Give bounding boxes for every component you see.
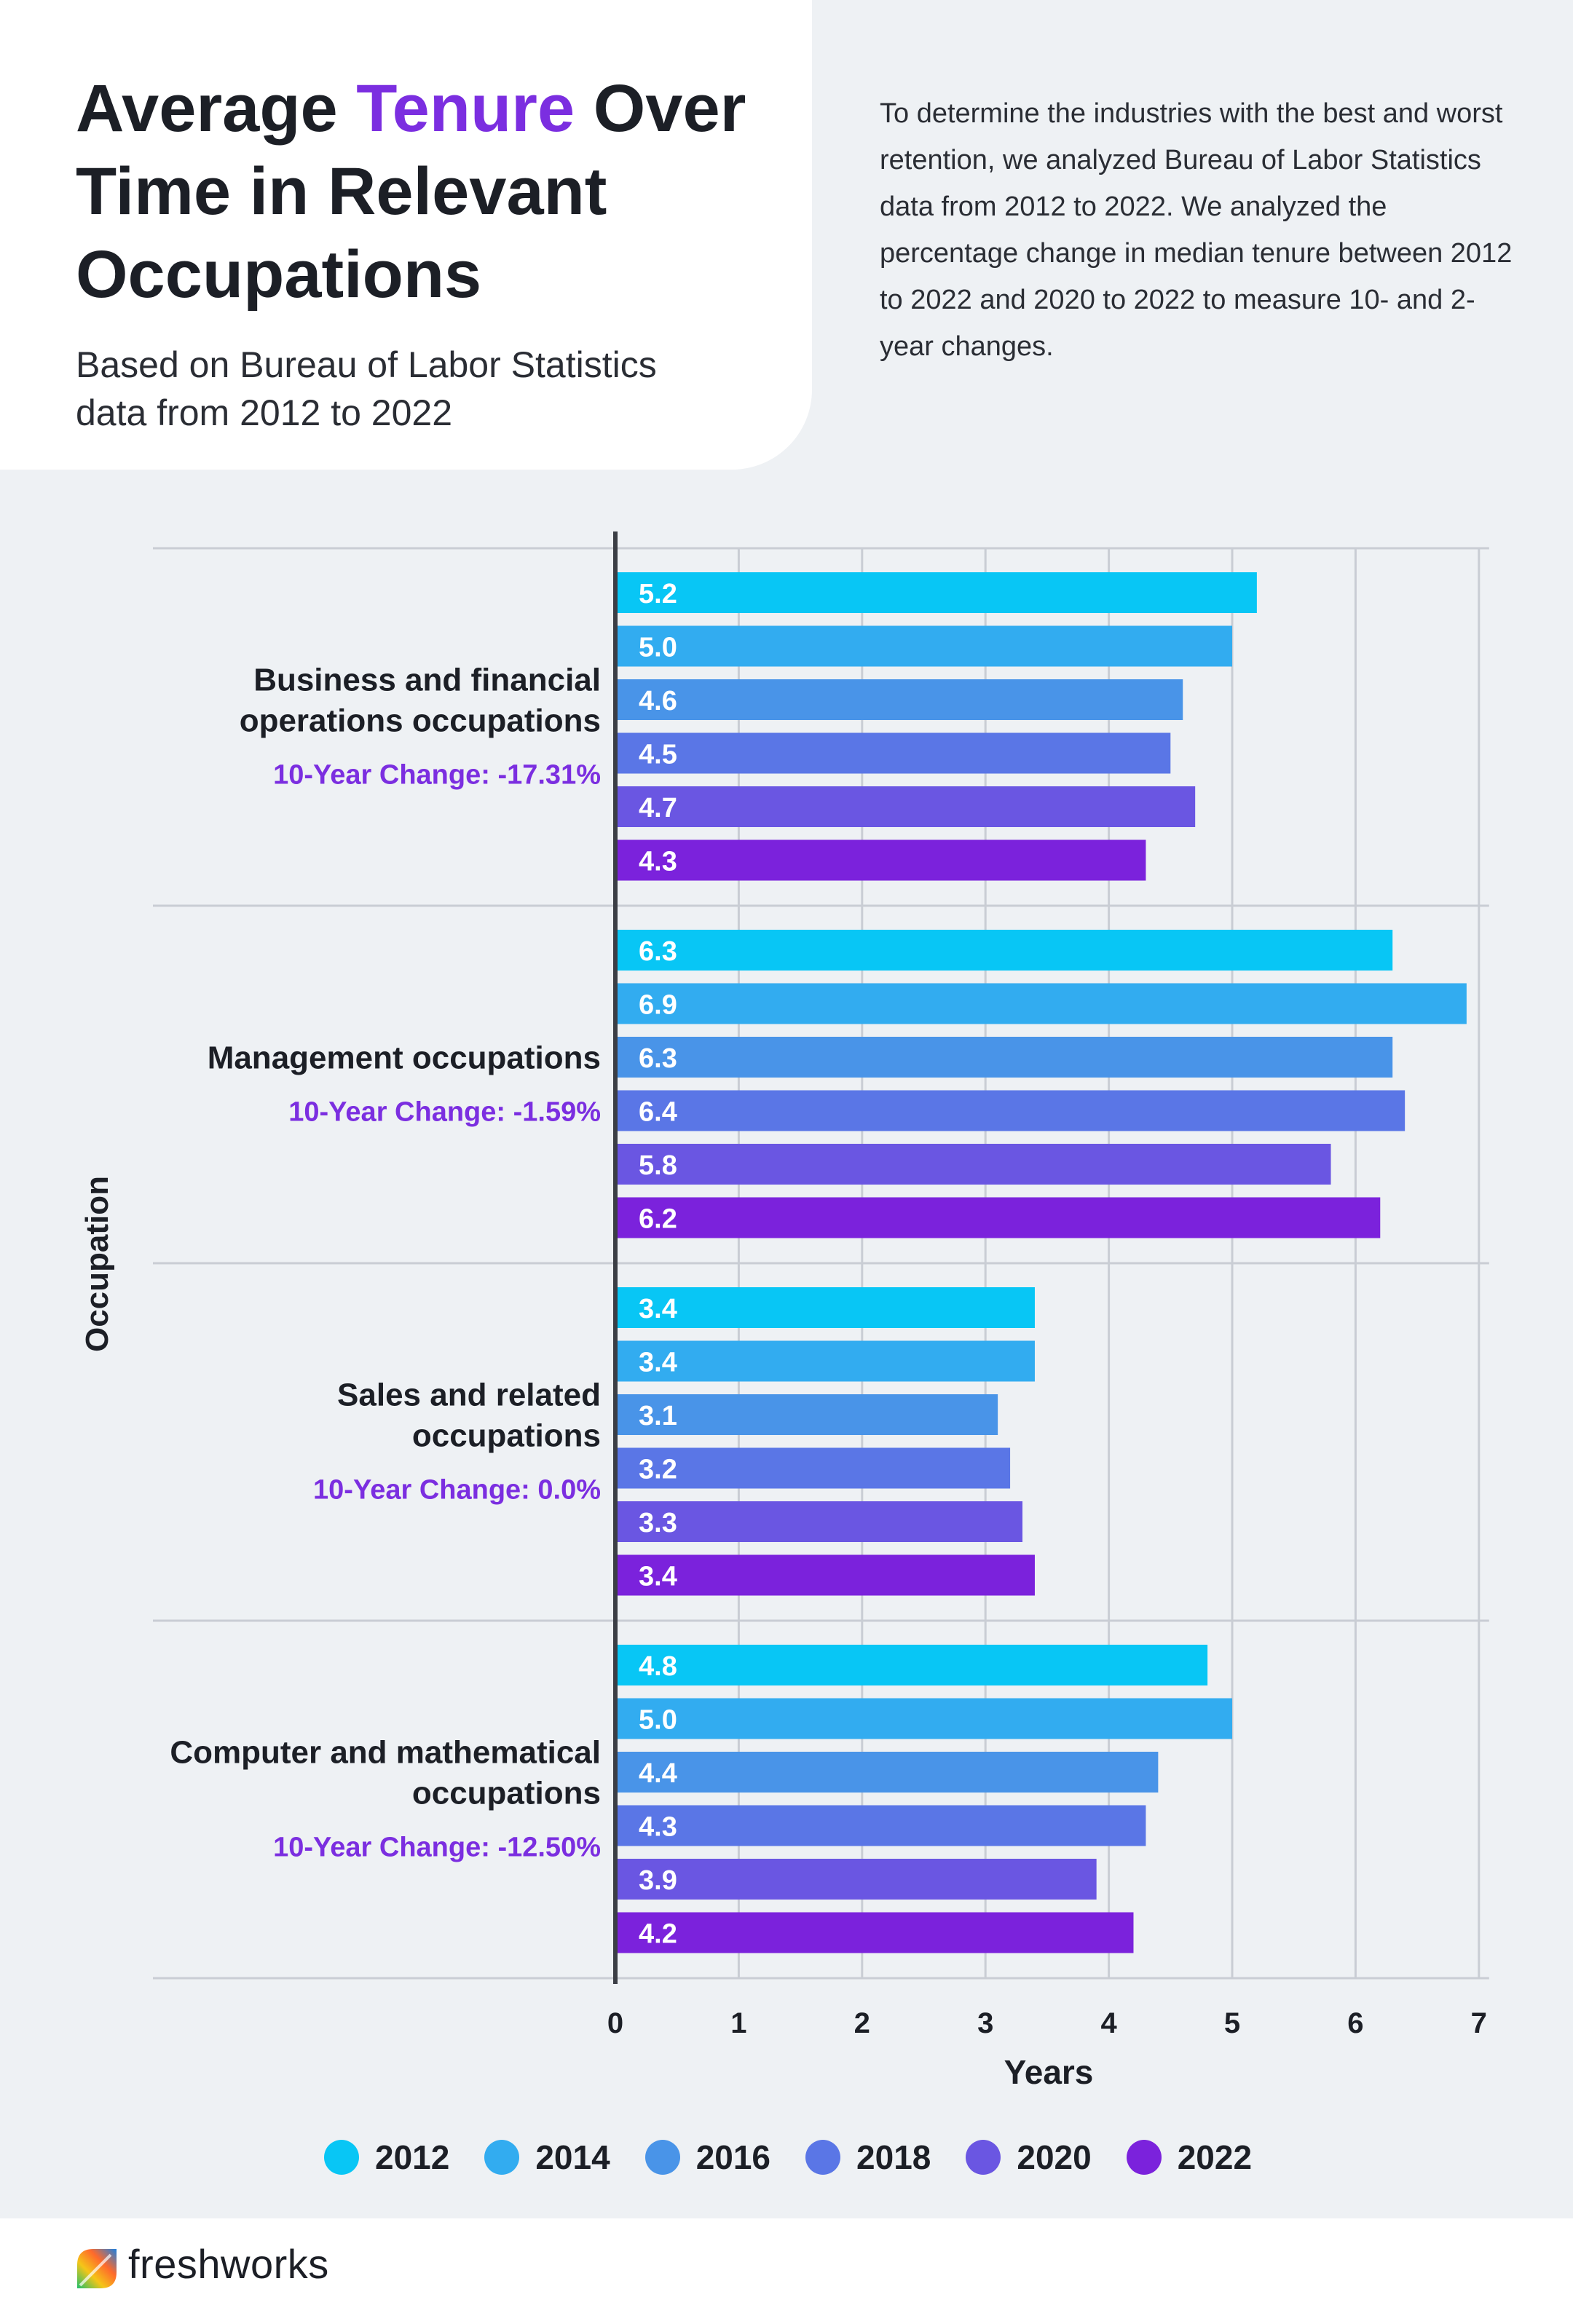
legend-label: 2012 [375, 2138, 450, 2176]
bar-value-label: 3.1 [639, 1401, 677, 1431]
title-part2: Over Time in Relevant Occupations [76, 71, 746, 312]
category-label: Management occupations [208, 1040, 601, 1076]
bar [615, 1554, 1035, 1596]
legend-swatch [324, 2140, 359, 2175]
x-tick-label: 5 [1224, 2007, 1240, 2039]
bar-value-label: 4.7 [639, 793, 677, 823]
bar [615, 1501, 1023, 1542]
bar [615, 1394, 998, 1435]
legend-label: 2018 [856, 2138, 931, 2176]
bar [615, 732, 1171, 774]
x-tick-label: 7 [1471, 2007, 1487, 2039]
bar [615, 1752, 1159, 1793]
x-axis-label: Years [1004, 2053, 1094, 2091]
bar-value-label: 3.9 [639, 1865, 677, 1896]
bar-value-label: 4.6 [639, 686, 677, 716]
x-tick-label: 6 [1347, 2007, 1363, 2039]
bar-value-label: 6.2 [639, 1204, 677, 1235]
bar-value-label: 6.4 [639, 1097, 677, 1128]
freshworks-logo-icon [77, 2249, 117, 2288]
chart-legend: 2012 2014 2016 2018 2020 2022 [324, 2132, 1344, 2183]
legend-label: 2016 [695, 2138, 771, 2176]
category-label: operations occupations [240, 703, 601, 739]
bar [615, 1197, 1381, 1238]
bar-value-label: 4.4 [639, 1758, 677, 1789]
legend-swatch [644, 2140, 680, 2175]
bar-value-label: 4.5 [639, 740, 677, 770]
legend-swatch [484, 2140, 520, 2175]
legend-swatch [966, 2140, 1001, 2175]
x-tick-label: 2 [854, 2007, 870, 2039]
x-tick-label: 0 [607, 2007, 623, 2039]
legend-item: 2016 [644, 2138, 771, 2177]
bar-value-label: 3.4 [639, 1348, 677, 1378]
bar [615, 983, 1467, 1024]
legend-item: 2018 [805, 2138, 931, 2177]
ten-year-change-label: 10-Year Change: -1.59% [288, 1097, 601, 1128]
bar [615, 1090, 1406, 1131]
category-label: occupations [412, 1776, 601, 1811]
legend-item: 2020 [966, 2138, 1092, 2177]
title-highlight: Tenure [356, 71, 575, 146]
category-label: occupations [412, 1418, 601, 1454]
y-axis-label: Occupation [79, 1176, 115, 1352]
bar-value-label: 4.8 [639, 1651, 677, 1682]
bar [615, 1037, 1393, 1078]
bar-value-label: 5.0 [639, 633, 677, 663]
bar [615, 1859, 1097, 1900]
footer: freshworks [0, 2218, 1573, 2324]
x-tick-label: 1 [730, 2007, 746, 2039]
legend-item: 2012 [324, 2138, 449, 2177]
bar-value-label: 5.8 [639, 1150, 677, 1181]
bar [615, 1144, 1331, 1185]
bar-value-label: 6.9 [639, 990, 677, 1021]
tenure-bar-chart: 5.2 5.0 4.6 4.5 4.7 4.3 Business and financial… [79, 531, 1489, 2091]
bar-value-label: 5.0 [639, 1705, 677, 1736]
title-card: Average Tenure Over Time in Relevant Occ… [0, 0, 812, 470]
bar-value-label: 4.3 [639, 847, 677, 877]
legend-label: 2020 [1017, 2138, 1092, 2176]
bar-value-label: 6.3 [639, 936, 677, 967]
bar [615, 1287, 1035, 1328]
bar [615, 679, 1183, 720]
page-subtitle: Based on Bureau of Labor Statistics data… [76, 344, 657, 433]
bar [615, 1645, 1208, 1685]
x-tick-label: 4 [1100, 2007, 1117, 2039]
bar [615, 1805, 1146, 1846]
brand-name: freshworks [128, 2241, 329, 2287]
category-label: Business and financial [253, 663, 601, 698]
bar [615, 839, 1146, 881]
x-tick-label: 3 [977, 2007, 993, 2039]
bar-value-label: 3.4 [639, 1562, 677, 1592]
legend-label: 2022 [1177, 2138, 1253, 2176]
legend-swatch [1126, 2140, 1162, 2175]
legend-swatch [805, 2140, 841, 2175]
ten-year-change-label: 10-Year Change: -12.50% [273, 1833, 601, 1863]
category-label: Sales and related [337, 1378, 601, 1413]
bar-value-label: 6.3 [639, 1043, 677, 1074]
legend-item: 2014 [484, 2138, 610, 2177]
bar-value-label: 3.4 [639, 1294, 677, 1324]
bar-value-label: 3.2 [639, 1455, 677, 1485]
bar [615, 786, 1196, 827]
bar-value-label: 4.3 [639, 1812, 677, 1843]
bar-value-label: 4.2 [639, 1919, 677, 1950]
legend-label: 2014 [535, 2138, 610, 2176]
intro-paragraph: To determine the industries with the bes… [880, 98, 1513, 362]
legend-item: 2022 [1126, 2138, 1253, 2177]
bar [615, 1912, 1134, 1953]
ten-year-change-label: 10-Year Change: 0.0% [313, 1475, 601, 1506]
title-part1: Average [76, 71, 357, 146]
bar [615, 930, 1393, 971]
bar [615, 1698, 1232, 1739]
bar [615, 572, 1257, 613]
category-label: Computer and mathematical [170, 1735, 601, 1771]
bar [615, 1340, 1035, 1382]
ten-year-change-label: 10-Year Change: -17.31% [273, 760, 601, 791]
bar [615, 1447, 1011, 1489]
bar-value-label: 5.2 [639, 579, 677, 609]
page-title: Average Tenure Over Time in Relevant Occ… [76, 67, 789, 316]
bar-value-label: 3.3 [639, 1508, 677, 1538]
bar [615, 625, 1232, 667]
